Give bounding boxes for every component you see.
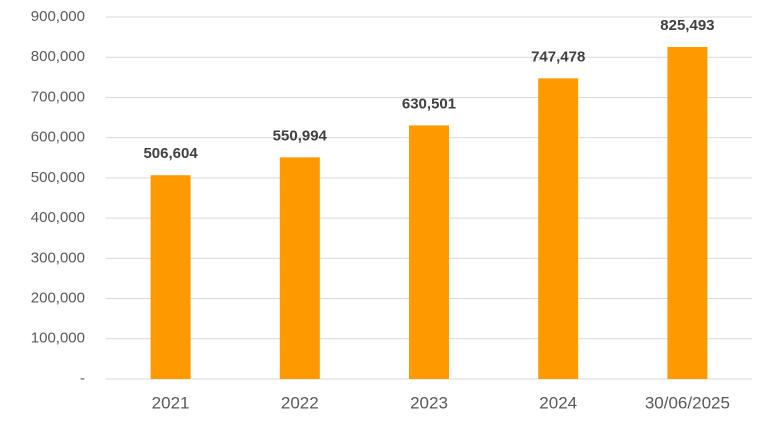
- value-label: 550,994: [273, 127, 328, 144]
- y-tick-label: 500,000: [31, 169, 85, 186]
- y-tick-label: 200,000: [31, 290, 85, 307]
- y-tick-label: 900,000: [31, 8, 85, 25]
- bar: [279, 157, 320, 379]
- y-tick-label: -: [80, 370, 85, 387]
- y-tick-label: 400,000: [31, 209, 85, 226]
- bar: [150, 175, 191, 379]
- x-tick-label: 30/06/2025: [645, 393, 730, 412]
- value-label: 506,604: [143, 145, 198, 162]
- x-tick-label: 2022: [281, 393, 319, 412]
- value-label: 747,478: [531, 48, 585, 65]
- y-tick-label: 600,000: [31, 129, 85, 146]
- y-tick-label: 100,000: [31, 330, 85, 347]
- bar: [409, 125, 449, 379]
- value-label: 630,501: [402, 95, 456, 112]
- x-tick-label: 2023: [410, 393, 448, 412]
- bar: [538, 78, 579, 379]
- y-tick-label: 800,000: [31, 48, 85, 65]
- x-tick-label: 2021: [152, 393, 190, 412]
- y-tick-label: 300,000: [31, 249, 85, 266]
- bar: [667, 46, 708, 379]
- value-label: 825,493: [660, 17, 714, 34]
- x-tick-label: 2024: [539, 393, 577, 412]
- y-tick-label: 700,000: [31, 88, 85, 105]
